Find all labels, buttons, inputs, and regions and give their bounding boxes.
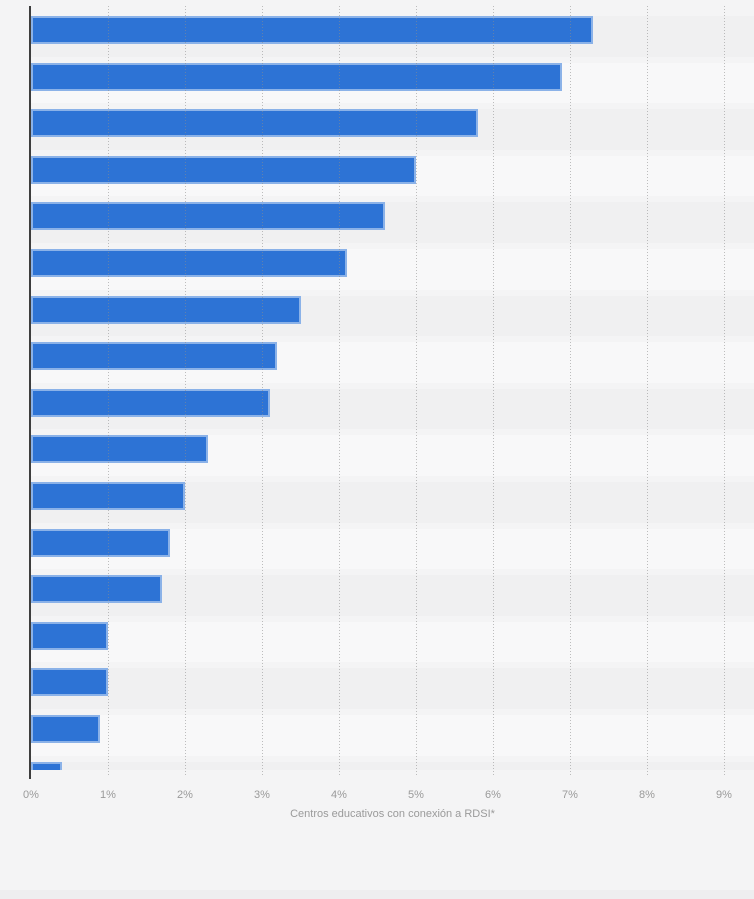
x-tick-label: 5%	[408, 789, 424, 801]
x-tick-label: 7%	[562, 789, 578, 801]
bar[interactable]	[31, 16, 594, 44]
bottom-strip	[0, 890, 754, 899]
bar[interactable]	[31, 668, 108, 697]
bar-row	[31, 388, 754, 430]
bar[interactable]	[31, 202, 386, 231]
bar[interactable]	[31, 342, 278, 371]
bar-row	[31, 575, 754, 616]
bar-row	[31, 342, 754, 383]
bar[interactable]	[31, 248, 347, 277]
bar[interactable]	[31, 481, 185, 510]
plot-area	[31, 10, 754, 770]
bar-row	[31, 248, 754, 290]
bar[interactable]	[31, 575, 162, 604]
x-tick-label: 8%	[639, 789, 655, 801]
x-tick-label: 6%	[485, 789, 501, 801]
bar-row	[31, 109, 754, 150]
bar-row	[31, 62, 754, 104]
x-tick-label: 1%	[100, 789, 116, 801]
x-tick-label: 3%	[254, 789, 270, 801]
y-axis-line	[29, 6, 31, 779]
x-tick-label: 4%	[331, 789, 347, 801]
bar[interactable]	[31, 528, 170, 557]
bar-row	[31, 481, 754, 523]
x-tick-label: 9%	[716, 789, 732, 801]
bar-row	[31, 295, 754, 337]
bar-row	[31, 714, 754, 756]
bar[interactable]	[31, 761, 62, 770]
x-axis-tick-labels: 0% 1% 2% 3% 4% 5% 6% 7% 8% 9%	[23, 789, 754, 803]
bar-row	[31, 528, 754, 570]
bar[interactable]	[31, 109, 478, 138]
bar-row	[31, 435, 754, 476]
x-tick-label: 2%	[177, 789, 193, 801]
bar[interactable]	[31, 62, 563, 91]
bar[interactable]	[31, 155, 416, 184]
bar-row	[31, 155, 754, 197]
bar-row	[31, 761, 754, 770]
bar[interactable]	[31, 388, 270, 417]
x-axis-title: Centros educativos con conexión a RDSI*	[290, 808, 495, 820]
bar[interactable]	[31, 295, 301, 324]
bar-row	[31, 202, 754, 243]
bar[interactable]	[31, 435, 209, 464]
x-tick-label: 0%	[23, 789, 39, 801]
bar-row	[31, 668, 754, 709]
bar-row	[31, 16, 754, 57]
bar[interactable]	[31, 621, 108, 650]
bar[interactable]	[31, 714, 101, 743]
bar-row	[31, 621, 754, 663]
